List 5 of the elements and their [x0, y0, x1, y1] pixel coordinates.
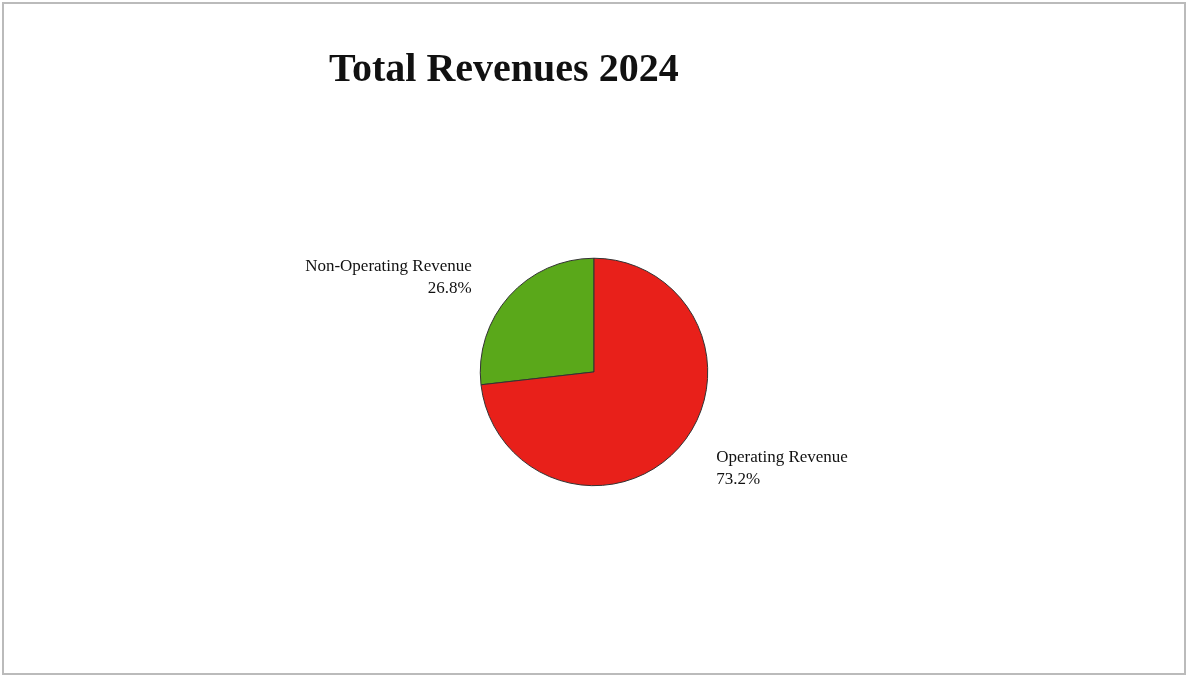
data-label: 73.2%	[716, 469, 761, 489]
chart-title: Total Revenues 2024	[329, 44, 679, 90]
slice-label: Operating Revenue	[716, 447, 848, 467]
data-label: 26.8%	[427, 277, 472, 297]
slice-label: Non-Operating Revenue	[305, 255, 472, 275]
